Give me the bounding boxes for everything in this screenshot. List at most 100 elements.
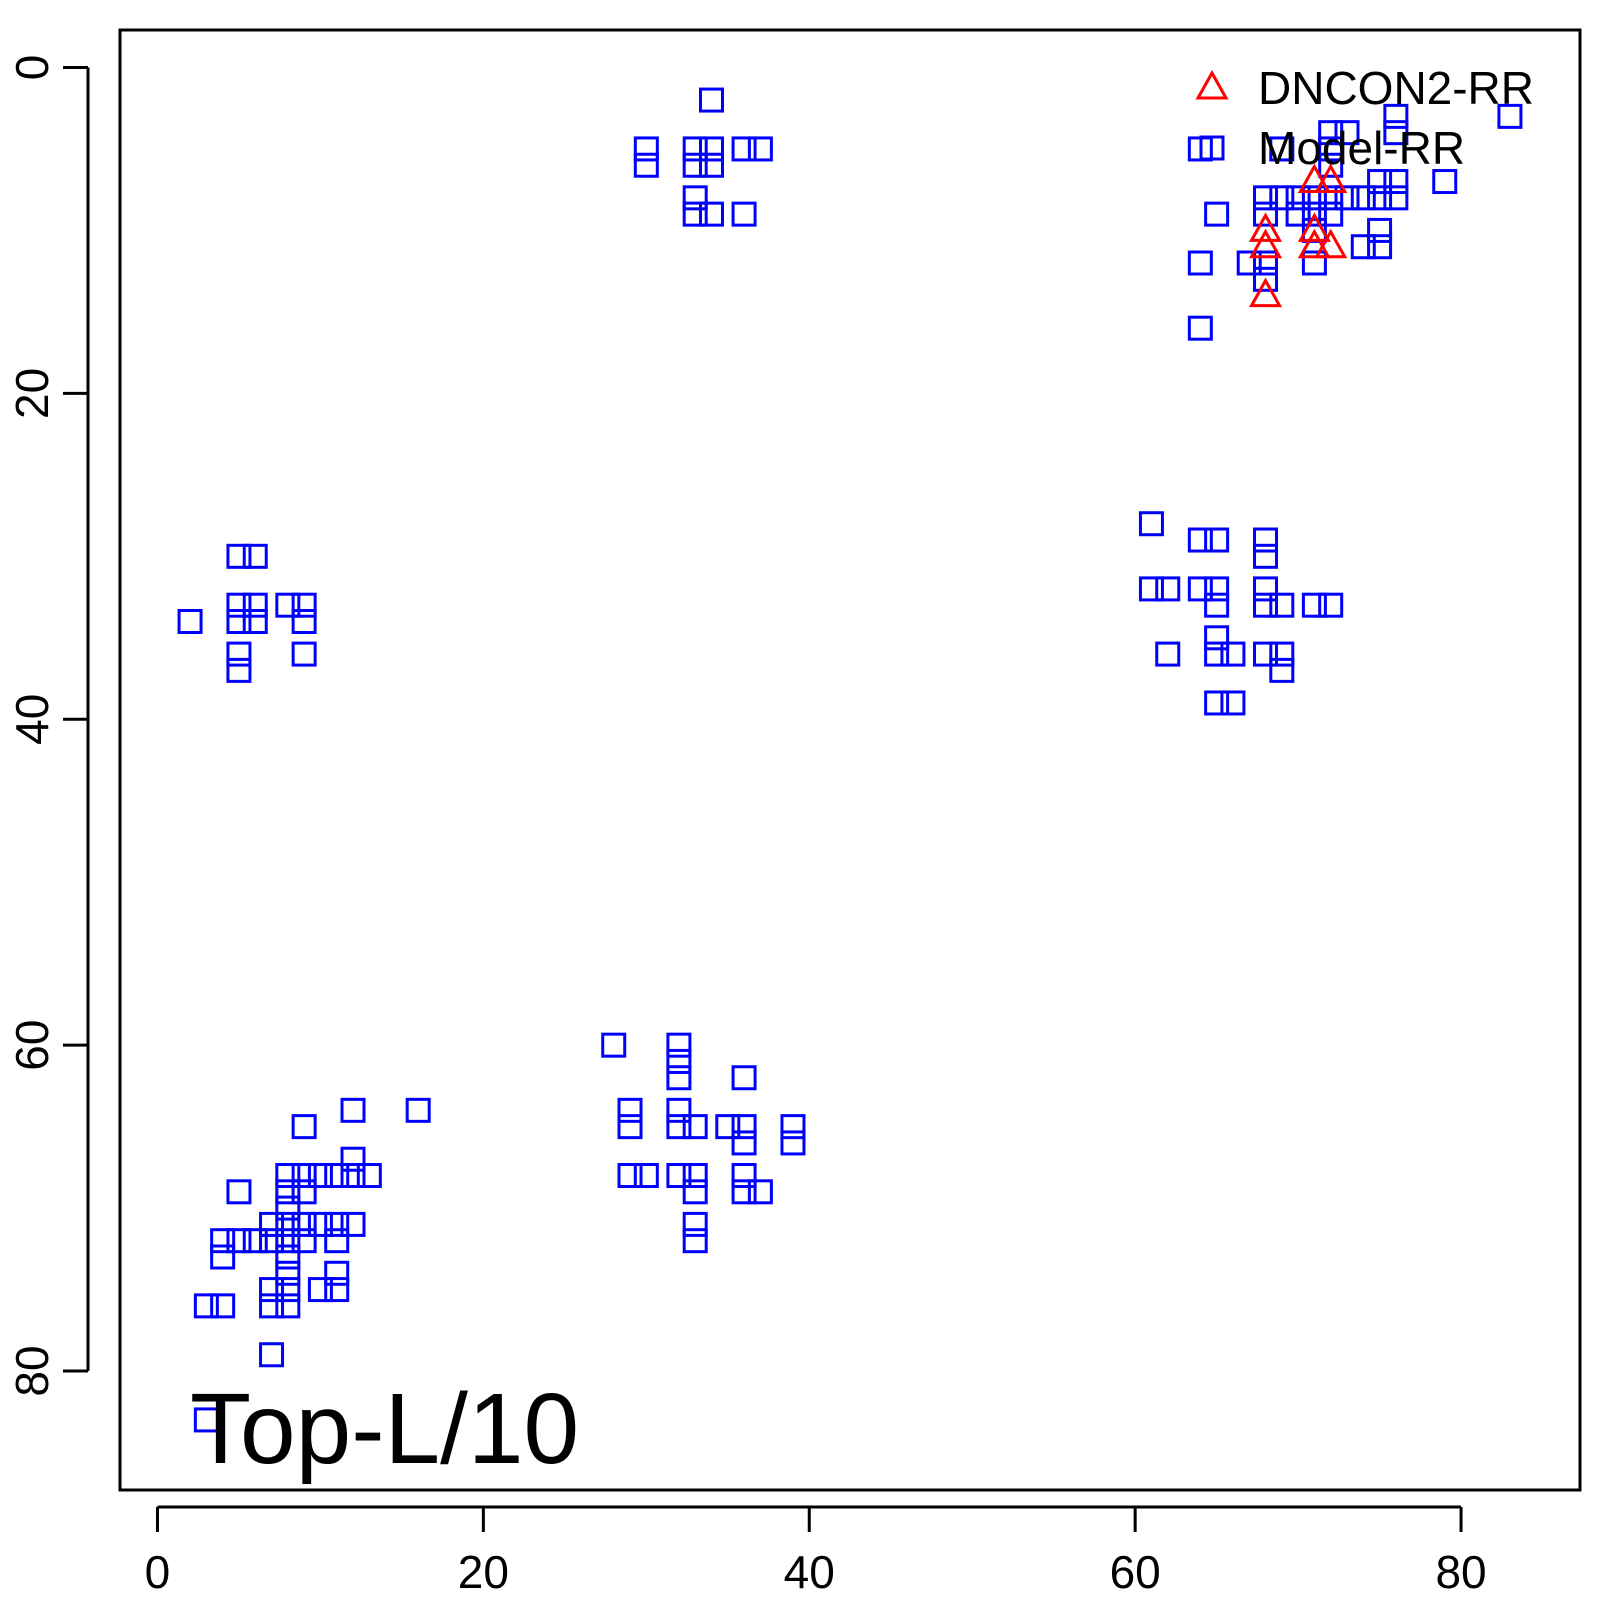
model-point xyxy=(1301,592,1327,618)
model-point xyxy=(1269,641,1295,667)
model-point xyxy=(731,1163,757,1189)
model-point xyxy=(1383,103,1409,129)
model-point xyxy=(731,1130,757,1156)
model-point xyxy=(259,1342,285,1368)
model-point xyxy=(275,1179,301,1205)
y-tick-label: 60 xyxy=(6,1020,58,1071)
model-point xyxy=(1383,169,1409,195)
model-point xyxy=(666,1163,692,1189)
model-point xyxy=(1204,625,1230,651)
model-point xyxy=(226,1179,252,1205)
chart-annotation: Top-L/10 xyxy=(190,1373,579,1485)
model-point xyxy=(1367,217,1393,243)
model-point xyxy=(1236,250,1262,276)
model-point xyxy=(666,1032,692,1058)
model-point xyxy=(242,592,268,618)
model-point xyxy=(226,543,252,569)
model-point xyxy=(291,1163,317,1189)
model-point xyxy=(275,1195,301,1221)
model-point xyxy=(242,1228,268,1254)
model-point xyxy=(698,87,724,113)
axes: 0 20 40 60 80 0 20 40 60 80 xyxy=(6,55,1487,1598)
model-point xyxy=(1350,185,1376,211)
model-point xyxy=(1204,641,1230,667)
dncon2-point xyxy=(1297,212,1331,242)
model-point xyxy=(1318,120,1344,146)
x-tick-label: 0 xyxy=(145,1546,171,1598)
model-point xyxy=(291,1114,317,1140)
model-point xyxy=(1253,592,1279,618)
model-point xyxy=(601,1032,627,1058)
model-point xyxy=(1269,185,1295,211)
model-point xyxy=(682,136,708,162)
model-point xyxy=(356,1163,382,1189)
model-point xyxy=(340,1163,366,1189)
model-point xyxy=(747,1179,773,1205)
model-point xyxy=(275,592,301,618)
model-point xyxy=(275,1293,301,1319)
model-point xyxy=(1497,103,1523,129)
model-point xyxy=(1367,234,1393,260)
model-point xyxy=(731,136,757,162)
model-point xyxy=(1253,201,1279,227)
model-point xyxy=(193,1407,219,1433)
model-point xyxy=(259,1293,285,1319)
model-point xyxy=(731,1114,757,1140)
model-point xyxy=(1187,576,1213,602)
model-point xyxy=(1187,250,1213,276)
model-point xyxy=(1204,690,1230,716)
model-point xyxy=(226,592,252,618)
model-point xyxy=(1187,315,1213,341)
model-point xyxy=(226,657,252,683)
model-point xyxy=(1155,576,1181,602)
plot-frame xyxy=(118,28,1582,1492)
model-point xyxy=(666,1065,692,1091)
model-point xyxy=(242,543,268,569)
model-point xyxy=(177,608,203,634)
model-point xyxy=(1269,592,1295,618)
model-point xyxy=(275,1211,301,1237)
model-point xyxy=(210,1244,236,1270)
model-point xyxy=(1220,690,1246,716)
model-point xyxy=(340,1211,366,1237)
model-point xyxy=(617,1097,643,1123)
model-point xyxy=(242,608,268,634)
model-point xyxy=(1253,641,1279,667)
model-point xyxy=(1138,511,1164,537)
legend: DNCON2-RR Model-RR xyxy=(1195,62,1534,174)
model-point xyxy=(340,1097,366,1123)
model-point xyxy=(324,1277,350,1303)
legend-square-icon xyxy=(1199,135,1225,161)
model-point xyxy=(682,1179,708,1205)
model-point xyxy=(291,1228,317,1254)
model-point xyxy=(1253,185,1279,211)
model-point xyxy=(682,1228,708,1254)
model-point xyxy=(291,608,317,634)
model-point xyxy=(731,201,757,227)
model-point xyxy=(1253,527,1279,553)
model-point xyxy=(747,136,773,162)
model-point xyxy=(307,1277,333,1303)
model-point xyxy=(1285,201,1311,227)
dncon2-point xyxy=(1248,277,1283,308)
x-tick-label: 80 xyxy=(1435,1546,1486,1598)
model-point xyxy=(1253,250,1279,276)
model-point xyxy=(291,592,317,618)
model-point xyxy=(1334,185,1360,211)
x-tick-label: 60 xyxy=(1110,1546,1161,1598)
model-point xyxy=(1367,169,1393,195)
model-point xyxy=(1350,234,1376,260)
model-point xyxy=(1204,576,1230,602)
model-point xyxy=(1432,169,1458,195)
model-point xyxy=(666,1097,692,1123)
model-point xyxy=(1301,185,1327,211)
data-points xyxy=(177,87,1523,1433)
model-point xyxy=(1318,185,1344,211)
model-point xyxy=(340,1146,366,1172)
dncon2-point xyxy=(1314,163,1348,194)
model-point xyxy=(1138,576,1164,602)
model-point xyxy=(324,1260,350,1286)
model-point xyxy=(682,1211,708,1237)
model-point xyxy=(324,1211,350,1237)
x-tick-label: 40 xyxy=(784,1546,835,1598)
